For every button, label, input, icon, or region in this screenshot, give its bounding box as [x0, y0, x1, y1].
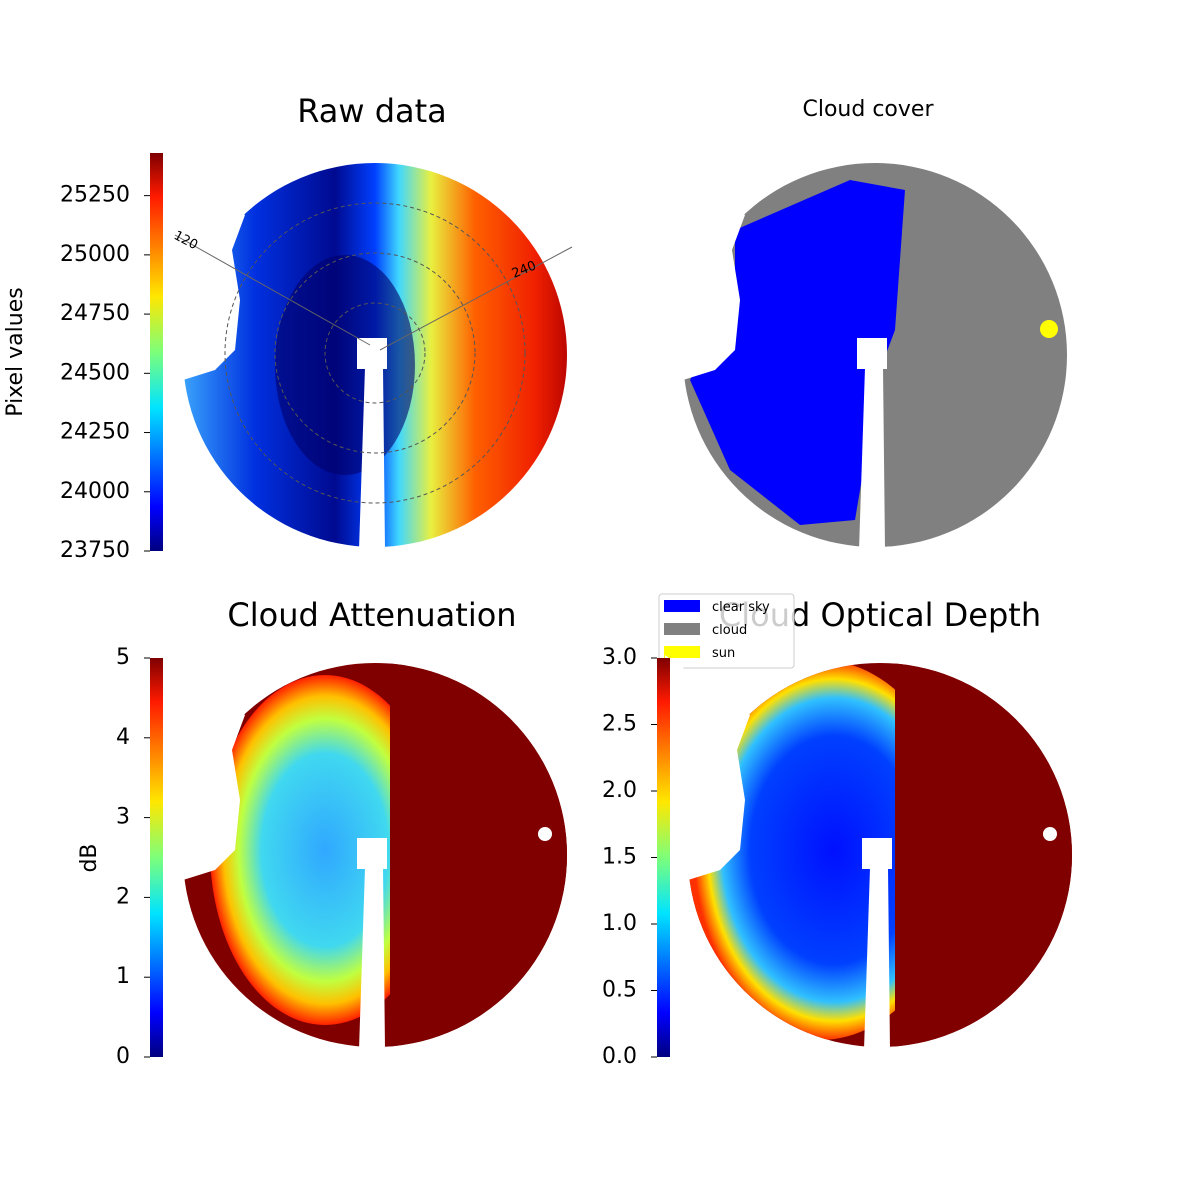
horizon-mask	[160, 155, 245, 380]
colorbar-tick-label: 24750	[60, 301, 130, 326]
mast-pole	[864, 868, 890, 1050]
legend-label: clear sky	[712, 600, 770, 615]
mast-pole	[859, 368, 885, 550]
clear-blob	[688, 663, 960, 1040]
colorbar-tick-label: 24000	[60, 479, 130, 504]
colorbar-tick-label: 24500	[60, 360, 130, 385]
cloud-right	[895, 663, 1072, 1047]
colorbar-tick-label: 25000	[60, 242, 130, 267]
colorbar-tick-label: 5	[116, 645, 130, 670]
colorbar-tick-label: 0	[116, 1044, 130, 1069]
colorbar-tick-label: 3.0	[602, 645, 637, 670]
polar-grid	[274, 252, 476, 454]
mast-pole	[359, 368, 385, 550]
legend-swatch	[664, 646, 700, 658]
mast	[357, 838, 387, 869]
mast	[862, 838, 892, 869]
colorbar-tick-label: 1	[116, 964, 130, 989]
colorbar-label: dB	[77, 843, 102, 872]
panel-title: Cloud Attenuation	[227, 596, 516, 634]
colorbar-tick-label: 4	[116, 725, 130, 750]
mast	[357, 338, 387, 369]
sun-mask	[538, 827, 552, 841]
mast-pole	[359, 868, 385, 1050]
azimuth-line	[379, 246, 573, 351]
polar-grid	[224, 202, 526, 504]
legend-swatch	[664, 623, 700, 635]
legend: clear sky cloud sun	[658, 593, 795, 669]
clear-region	[690, 180, 905, 525]
azimuth-line	[174, 234, 371, 346]
colorbar	[150, 153, 163, 551]
colorbar-tick-label: 0.0	[602, 1044, 637, 1069]
colorbar-tick-label: 2.0	[602, 778, 637, 803]
panel-title: Cloud cover	[803, 97, 935, 122]
cloud-right	[390, 663, 567, 1047]
polar-grid	[324, 302, 426, 404]
sun	[1040, 320, 1058, 338]
colorbar-tick-label: 23750	[60, 538, 130, 563]
colorbar-tick-label: 3	[116, 805, 130, 830]
dark-core	[275, 255, 415, 475]
horizon-mask	[665, 655, 750, 880]
colorbar-tick-label: 0.5	[602, 978, 637, 1003]
colorbar-tick-label: 1.0	[602, 911, 637, 936]
legend-label: cloud	[712, 623, 747, 638]
mast	[857, 338, 887, 369]
sun-mask	[1043, 827, 1057, 841]
horizon-mask	[160, 655, 245, 880]
panel-title: Raw data	[297, 92, 447, 130]
colorbar-tick-label: 2.5	[602, 712, 637, 737]
colorbar-tick-label: 25250	[60, 183, 130, 208]
horizon-mask	[660, 155, 745, 380]
colorbar-label: Pixel values	[3, 287, 28, 416]
legend-label: sun	[712, 646, 735, 661]
colorbar	[657, 658, 670, 1057]
legend-swatch	[664, 600, 700, 612]
colorbar-tick-label: 2	[116, 884, 130, 909]
colorbar	[150, 658, 163, 1057]
colorbar-tick-label: 24250	[60, 420, 130, 445]
colorbar-tick-label: 1.5	[602, 845, 637, 870]
